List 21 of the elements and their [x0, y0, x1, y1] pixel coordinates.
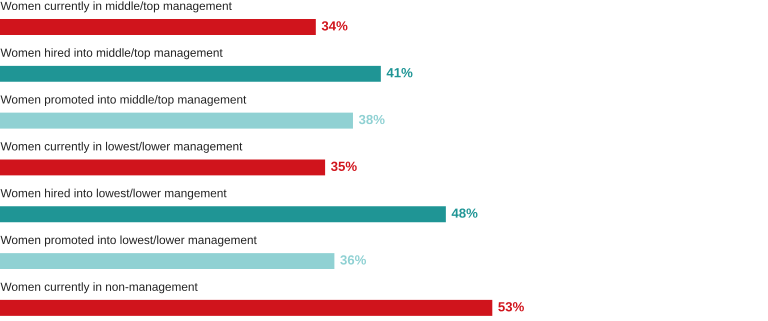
data-label: 48% [452, 208, 478, 218]
bar [0, 66, 381, 82]
data-label: 53% [498, 302, 524, 312]
data-label: 36% [340, 255, 366, 265]
data-label: 35% [330, 162, 357, 172]
bar [0, 19, 316, 35]
data-label: 41% [386, 68, 412, 78]
y-tick-label: Women hired into middle/top management [0, 48, 223, 60]
bar [0, 206, 446, 222]
y-tick-label: Women currently in lowest/lower management [0, 142, 242, 153]
y-tick-label: Women currently in middle/top management [0, 1, 232, 12]
y-tick-label: Women hired into lowest/lower mangement [0, 188, 227, 200]
y-tick-label: Women promoted into middle/top management [0, 95, 246, 106]
data-label: 38% [358, 114, 385, 124]
data-label: 34% [322, 21, 348, 31]
bar [0, 112, 353, 129]
bar [0, 253, 334, 270]
y-tick-label: Women currently in non-management [0, 282, 198, 294]
bar [0, 159, 326, 176]
bar [0, 300, 492, 316]
y-tick-label: Women promoted into lowest/lower management [0, 235, 257, 246]
